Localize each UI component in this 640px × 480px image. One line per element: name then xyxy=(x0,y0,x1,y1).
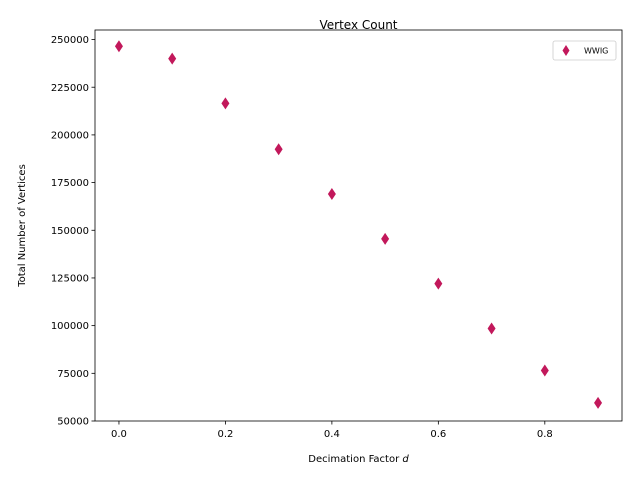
x-axis: 0.0 0.2 0.4 0.6 0.8 xyxy=(111,421,553,440)
data-point xyxy=(327,188,336,201)
data-point xyxy=(434,277,443,290)
y-tick-label: 250000 xyxy=(51,35,89,46)
legend: WWIG xyxy=(552,40,617,61)
chart-title: Vertex Count xyxy=(319,18,397,32)
data-points xyxy=(114,40,603,409)
data-point xyxy=(114,40,123,53)
data-point xyxy=(540,364,549,377)
data-point xyxy=(594,396,603,409)
data-point xyxy=(221,97,230,110)
data-point xyxy=(168,52,177,65)
y-tick-label: 100000 xyxy=(51,321,89,332)
x-tick-label: 0.2 xyxy=(217,429,233,440)
legend-frame xyxy=(552,40,617,61)
y-tick-label: 150000 xyxy=(51,226,89,237)
x-axis-label-symbol: d xyxy=(402,454,409,465)
y-axis: 50000 75000 100000 125000 150000 175000 200000… xyxy=(51,35,95,428)
y-tick-label: 200000 xyxy=(51,131,89,142)
x-tick-label: 0.4 xyxy=(324,429,340,440)
x-axis-label: Decimation Factor d xyxy=(308,454,409,465)
x-tick-label: 0.8 xyxy=(537,429,553,440)
y-tick-label: 125000 xyxy=(51,274,89,285)
legend-label-wwig: WWIG xyxy=(584,47,608,56)
x-tick-label: 0.0 xyxy=(111,429,127,440)
y-tick-label: 175000 xyxy=(51,178,89,189)
y-tick-label: 225000 xyxy=(51,83,89,94)
data-point xyxy=(274,143,283,156)
x-tick-label: 0.6 xyxy=(430,429,446,440)
y-axis-label: Total Number of Vertices xyxy=(17,164,28,288)
x-axis-label-text: Decimation Factor xyxy=(308,454,400,465)
y-tick-label: 75000 xyxy=(57,369,89,380)
data-point xyxy=(381,232,390,245)
data-point xyxy=(487,322,496,335)
plot-border xyxy=(94,29,623,422)
y-tick-label: 50000 xyxy=(57,417,89,428)
legend-marker-wwig xyxy=(562,45,570,56)
plot-area xyxy=(94,29,623,422)
